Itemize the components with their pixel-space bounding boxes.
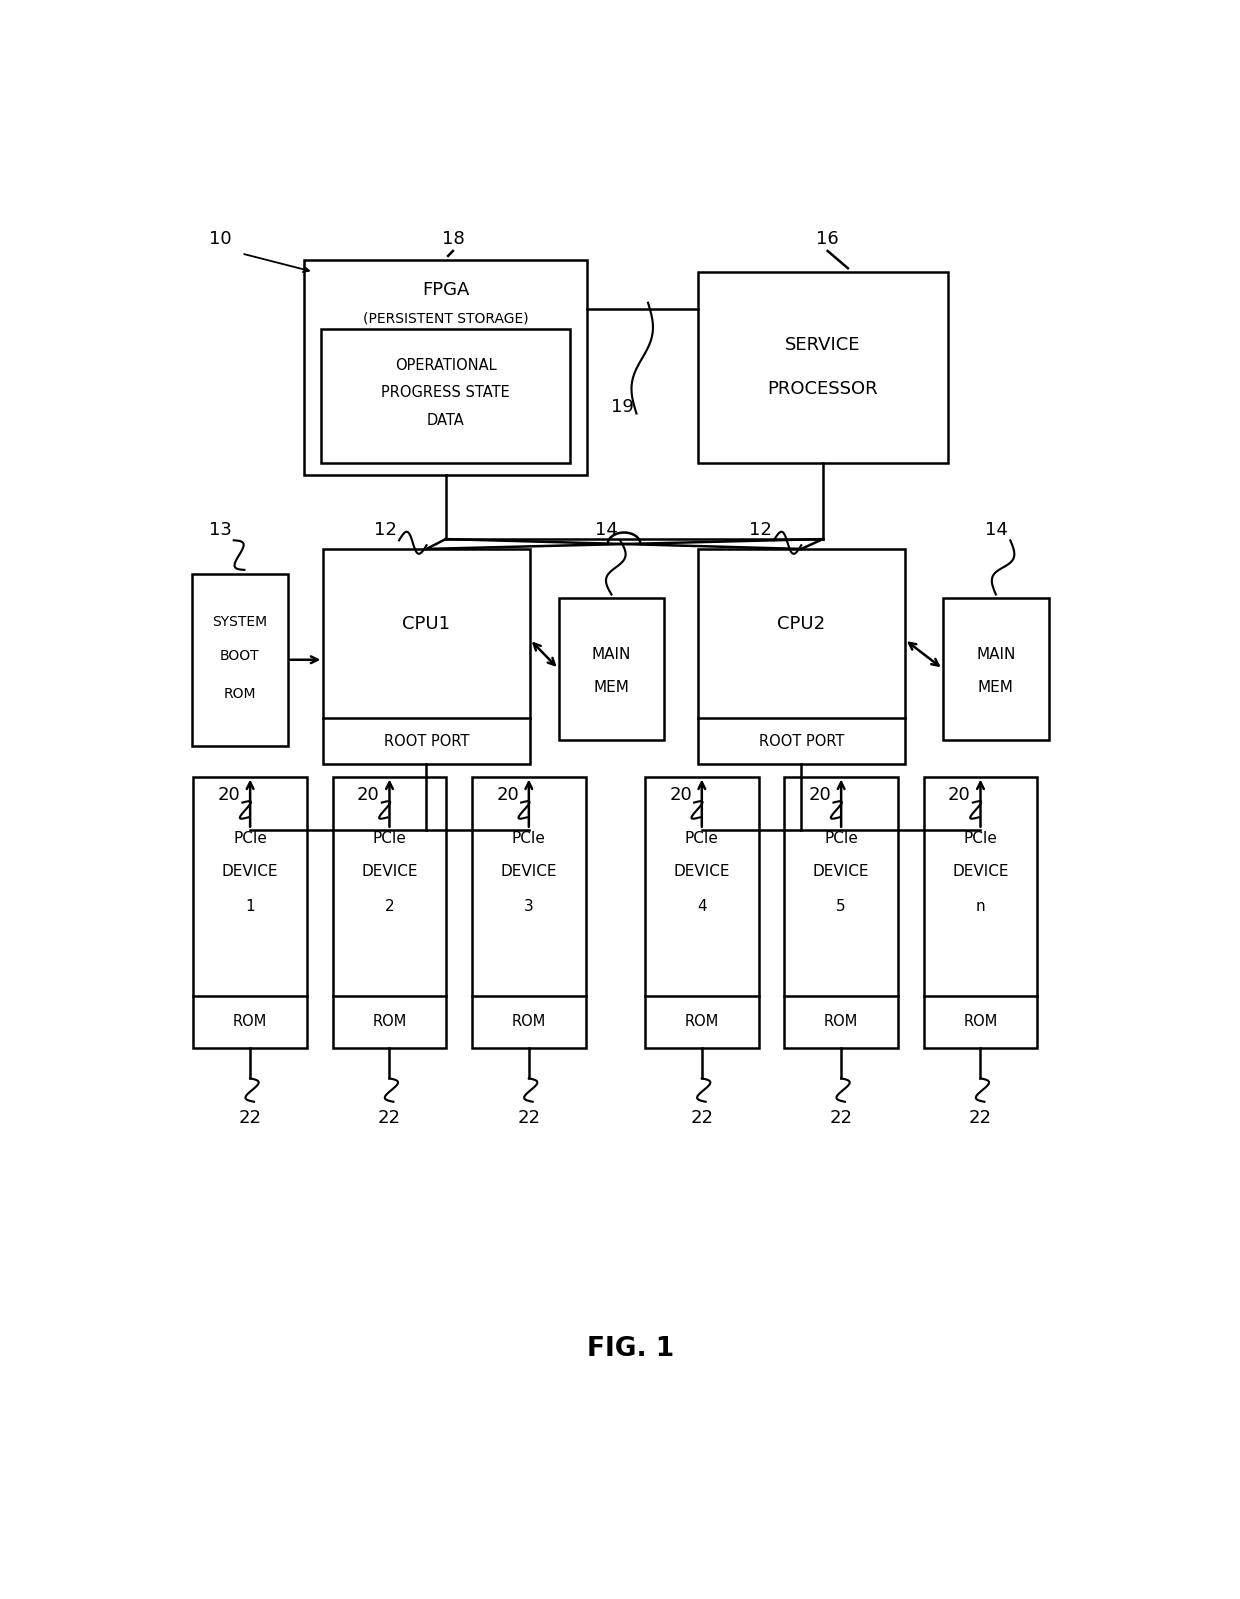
Text: MAIN: MAIN (591, 646, 631, 662)
Text: MEM: MEM (594, 680, 630, 696)
Text: PROGRESS STATE: PROGRESS STATE (382, 385, 510, 400)
Text: DEVICE: DEVICE (501, 863, 557, 879)
Text: 20: 20 (496, 787, 520, 804)
Bar (785, 777, 898, 1047)
Text: n: n (976, 899, 986, 913)
Text: PCIe: PCIe (684, 831, 719, 846)
Bar (193, 777, 306, 1047)
Bar (304, 259, 588, 475)
Text: 10: 10 (210, 230, 232, 248)
Text: DEVICE: DEVICE (361, 863, 418, 879)
Text: DEVICE: DEVICE (952, 863, 1009, 879)
Bar (924, 777, 1037, 1047)
Text: FPGA: FPGA (422, 281, 470, 299)
Text: ROM: ROM (372, 1014, 407, 1030)
Bar (698, 548, 904, 764)
Text: PCIe: PCIe (372, 831, 407, 846)
Text: DEVICE: DEVICE (813, 863, 869, 879)
Bar (321, 329, 570, 462)
Bar (645, 777, 759, 1047)
Text: OPERATIONAL: OPERATIONAL (394, 358, 496, 373)
Text: SYSTEM: SYSTEM (212, 616, 267, 628)
Text: 12: 12 (749, 521, 771, 539)
Text: SERVICE: SERVICE (785, 336, 861, 353)
Text: ROM: ROM (223, 688, 255, 702)
Text: CPU1: CPU1 (403, 616, 450, 633)
Bar (332, 777, 446, 1047)
Text: ROM: ROM (963, 1014, 998, 1030)
Text: 2: 2 (384, 899, 394, 913)
Text: 4: 4 (697, 899, 707, 913)
Text: PCIe: PCIe (512, 831, 546, 846)
Text: ROM: ROM (233, 1014, 268, 1030)
Text: DATA: DATA (427, 413, 465, 429)
Text: 3: 3 (525, 899, 533, 913)
Text: 5: 5 (836, 899, 846, 913)
Text: 20: 20 (949, 787, 971, 804)
Text: 22: 22 (238, 1108, 262, 1127)
Text: BOOT: BOOT (219, 649, 259, 664)
Text: FIG. 1: FIG. 1 (587, 1337, 675, 1362)
Text: PROCESSOR: PROCESSOR (768, 381, 878, 398)
Text: PCIe: PCIe (233, 831, 267, 846)
Text: MEM: MEM (978, 680, 1014, 696)
Text: ROOT PORT: ROOT PORT (759, 734, 844, 748)
Text: 22: 22 (378, 1108, 401, 1127)
Text: PCIe: PCIe (825, 831, 858, 846)
Text: DEVICE: DEVICE (222, 863, 279, 879)
Text: 20: 20 (808, 787, 831, 804)
Bar (558, 598, 665, 740)
Text: ROM: ROM (684, 1014, 719, 1030)
Text: 13: 13 (208, 521, 232, 539)
Text: 20: 20 (357, 787, 379, 804)
Text: 1: 1 (246, 899, 255, 913)
Text: 19: 19 (610, 398, 634, 416)
Text: ROM: ROM (825, 1014, 858, 1030)
Text: 14: 14 (595, 521, 618, 539)
Text: DEVICE: DEVICE (673, 863, 730, 879)
Bar (191, 574, 288, 745)
Bar (472, 777, 585, 1047)
Text: 22: 22 (968, 1108, 992, 1127)
Text: 22: 22 (830, 1108, 853, 1127)
Text: 16: 16 (816, 230, 839, 248)
Text: 22: 22 (691, 1108, 713, 1127)
Text: 18: 18 (441, 230, 464, 248)
Text: 20: 20 (670, 787, 692, 804)
Text: ROOT PORT: ROOT PORT (384, 734, 469, 748)
Text: 20: 20 (218, 787, 241, 804)
Text: PCIe: PCIe (963, 831, 997, 846)
Bar (698, 272, 947, 462)
Text: CPU2: CPU2 (777, 616, 826, 633)
Text: MAIN: MAIN (976, 646, 1016, 662)
Text: 14: 14 (986, 521, 1008, 539)
Bar (324, 548, 529, 764)
Text: ROM: ROM (512, 1014, 546, 1030)
Text: 12: 12 (374, 521, 397, 539)
Text: 22: 22 (517, 1108, 541, 1127)
Text: (PERSISTENT STORAGE): (PERSISTENT STORAGE) (363, 312, 528, 326)
Bar (942, 598, 1049, 740)
